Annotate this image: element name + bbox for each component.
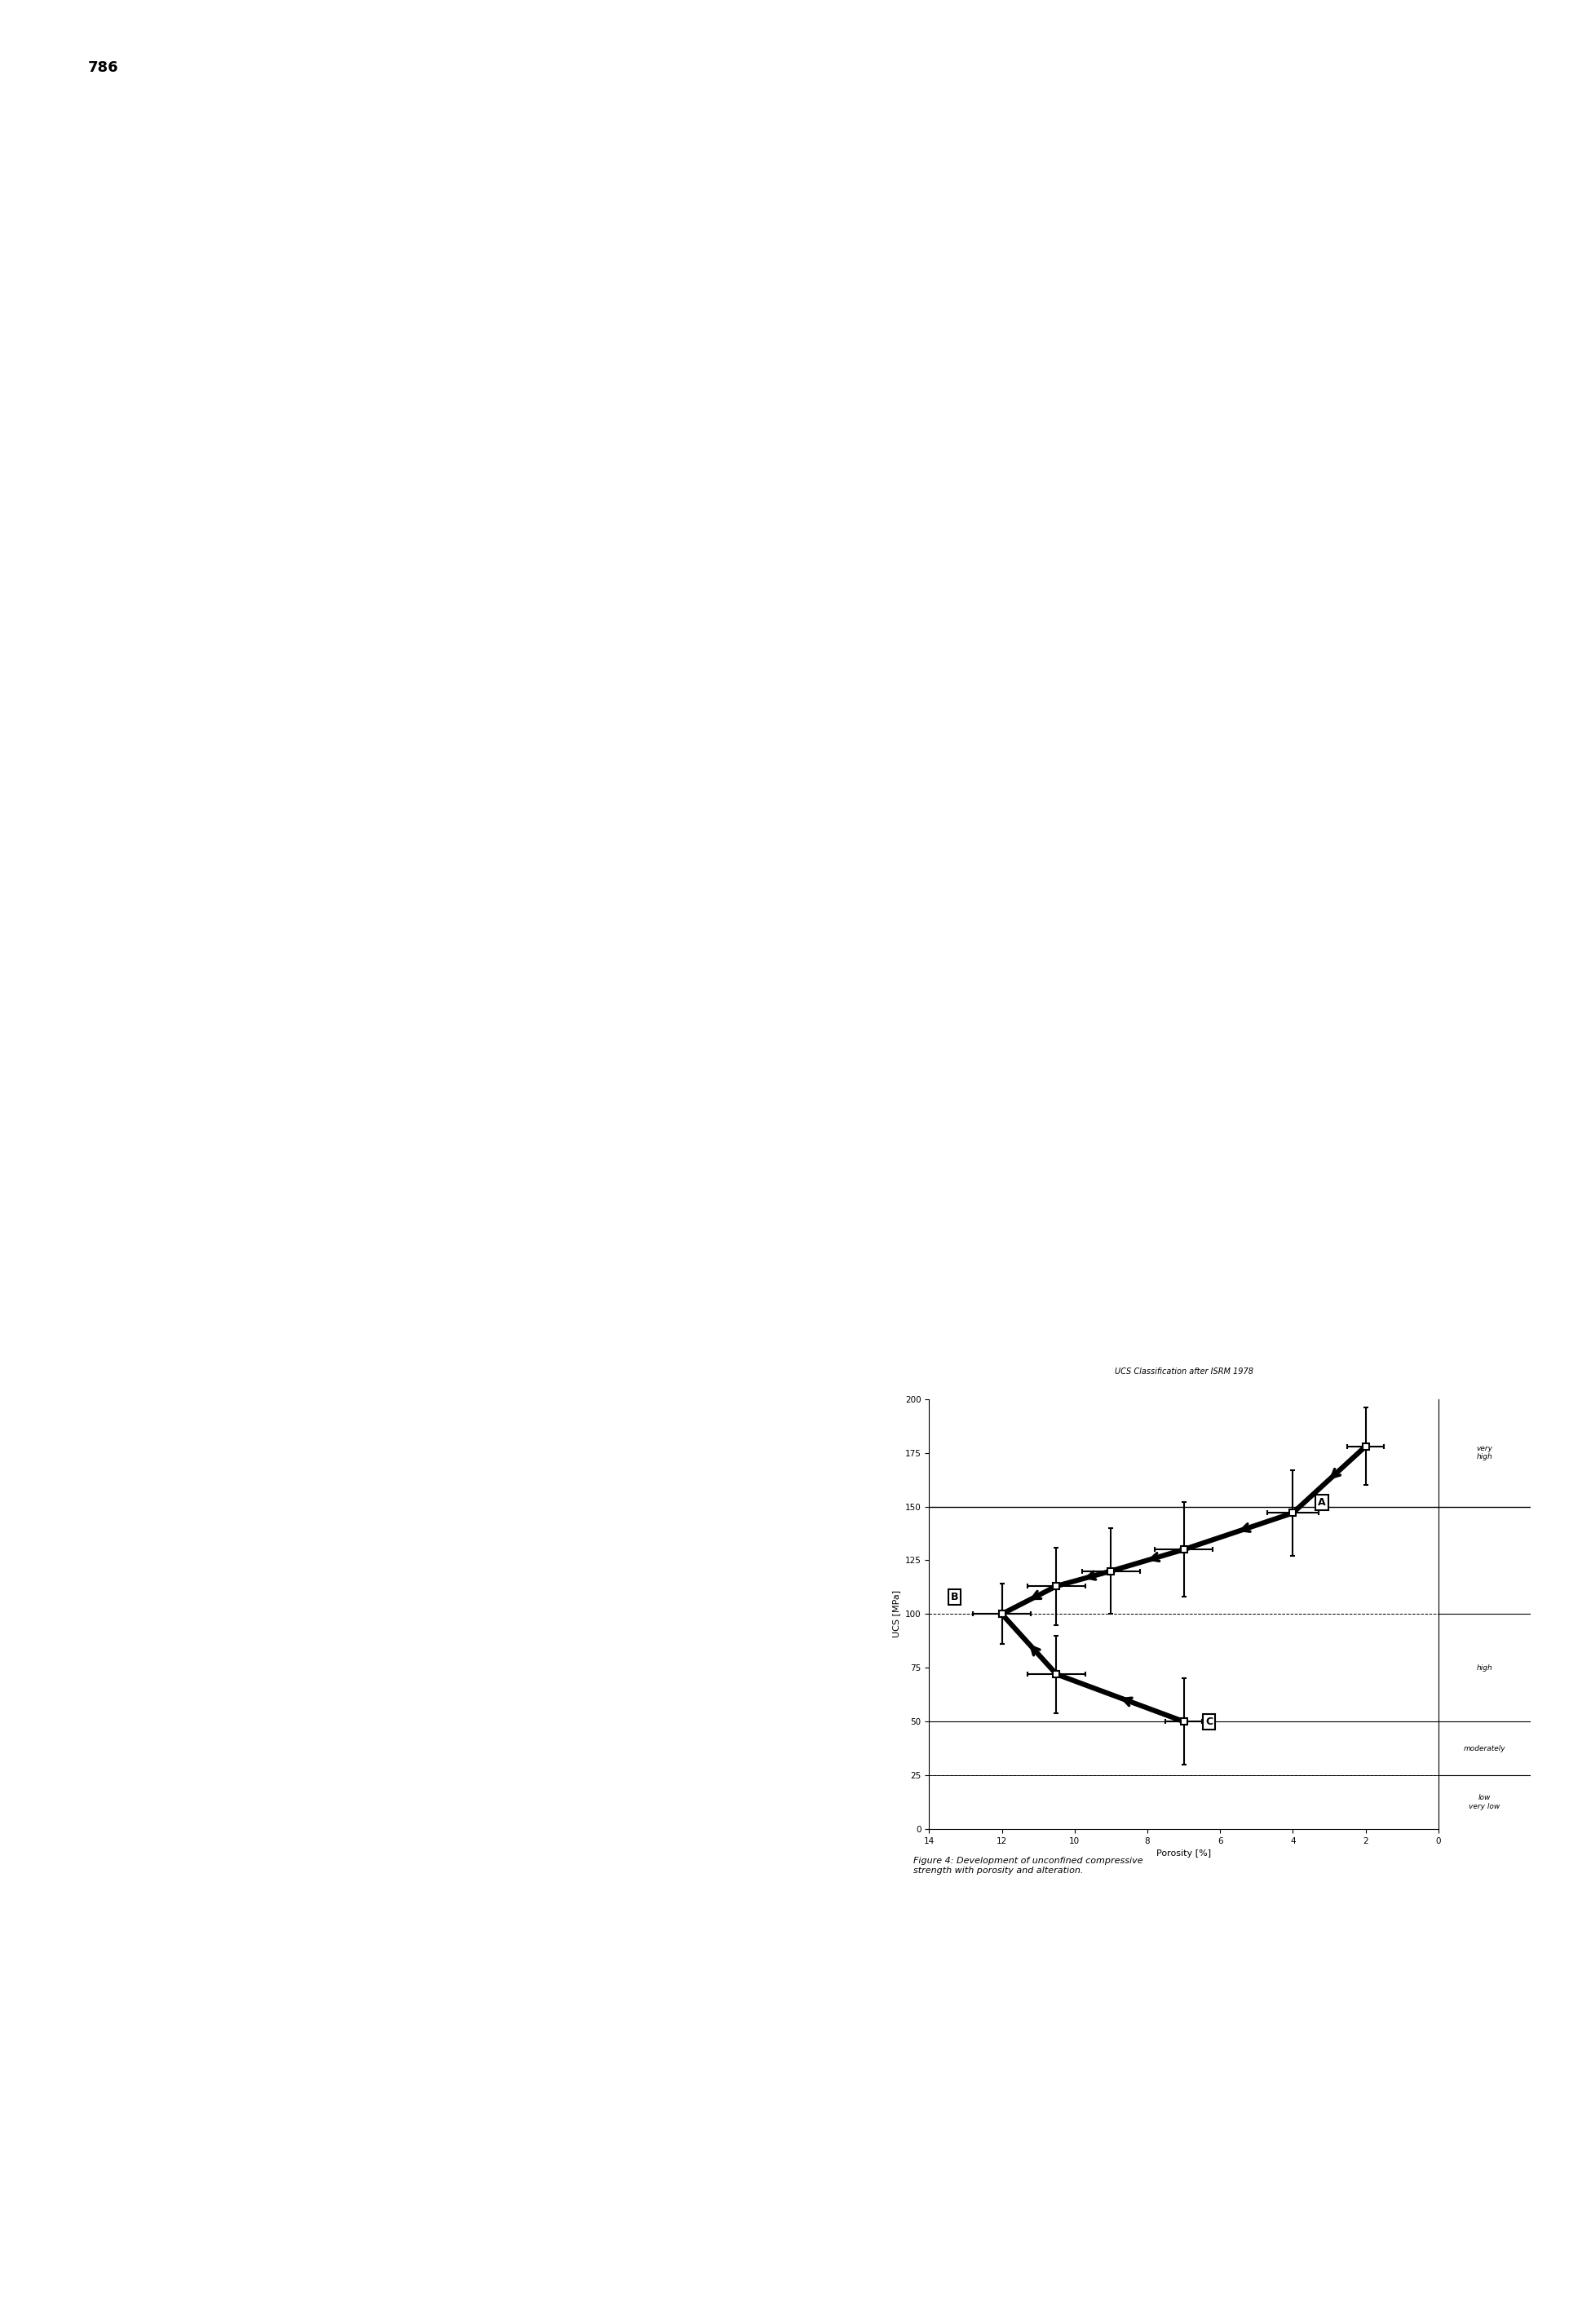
- X-axis label: Porosity [%]: Porosity [%]: [1157, 1850, 1211, 1857]
- Text: UCS Classification after ISRM 1978: UCS Classification after ISRM 1978: [1114, 1367, 1254, 1376]
- Text: C: C: [1206, 1715, 1212, 1727]
- Text: low
very low: low very low: [1468, 1794, 1500, 1810]
- Text: A: A: [1317, 1497, 1325, 1508]
- Text: B: B: [951, 1592, 958, 1601]
- Text: Figure 4: Development of unconfined compressive
strength with porosity and alter: Figure 4: Development of unconfined comp…: [913, 1857, 1142, 1875]
- Text: moderately: moderately: [1464, 1745, 1505, 1752]
- Text: 786: 786: [88, 60, 118, 74]
- Y-axis label: UCS [MPa]: UCS [MPa]: [893, 1590, 901, 1638]
- Text: very
high: very high: [1476, 1446, 1492, 1462]
- Text: high: high: [1476, 1664, 1492, 1671]
